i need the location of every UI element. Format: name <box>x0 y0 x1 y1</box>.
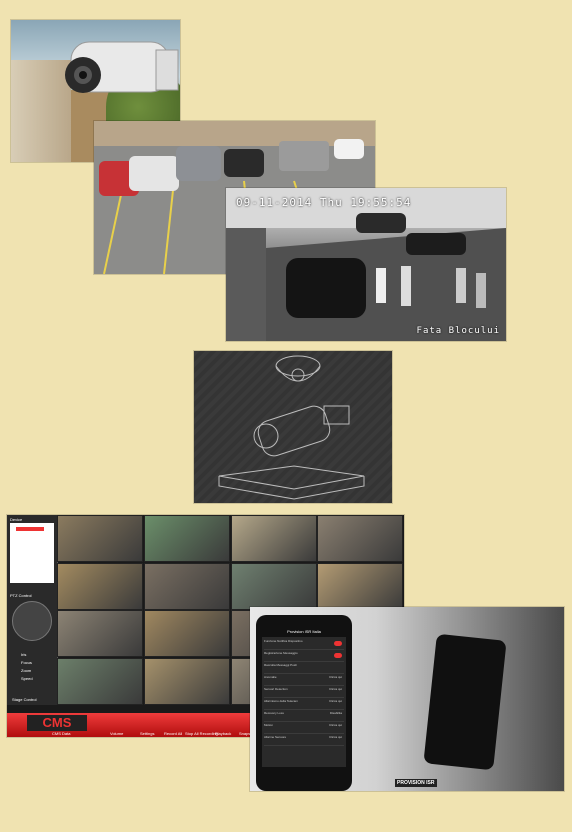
settings-value: Clicca qui <box>328 723 342 727</box>
settings-row[interactable]: Allarme Sensore Clicca qui <box>264 735 344 746</box>
toggle-switch[interactable] <box>334 653 342 658</box>
camera-tile[interactable] <box>143 562 230 610</box>
ptz-iris-label: Iris <box>21 652 27 657</box>
stage-control-button[interactable]: Stage Control <box>12 697 37 702</box>
cms-data-label: CMS Data <box>52 731 71 736</box>
street-scene <box>226 188 506 341</box>
mobile-app-panel: Provision ISR Italia Funzione Notifica D… <box>250 607 564 791</box>
settings-label: Allarme Sensore <box>264 735 287 739</box>
device-blueprint-panel <box>194 351 392 503</box>
settings-label: Anomalie <box>264 675 277 679</box>
osd-caption: Fata Blocului <box>416 326 500 336</box>
ptz-focus-label: Focus <box>21 660 32 665</box>
settings-value: Clicca qui <box>328 735 342 739</box>
camera-tile[interactable] <box>57 515 143 562</box>
device-tree-header: Device <box>10 517 23 522</box>
hand-held-phone <box>423 633 507 771</box>
playback-button[interactable]: Playback <box>215 731 232 736</box>
settings-row[interactable]: Allarmismo della Telecam Clicca qui <box>264 699 344 710</box>
settings-button[interactable]: Settings <box>140 731 155 736</box>
building-background <box>11 60 71 162</box>
settings-label: Recovery Loss <box>264 711 284 715</box>
osd-datetime: 09-11-2014 Thu 19:55:54 <box>236 196 412 209</box>
ptz-joystick[interactable] <box>12 601 52 641</box>
settings-value: Clicca qui <box>328 699 342 703</box>
toggle-switch[interactable] <box>334 641 342 646</box>
street-cctv-panel: 09-11-2014 Thu 19:55:54 Fata Blocului <box>226 188 506 341</box>
blueprint-illustration <box>218 355 365 500</box>
settings-row[interactable]: Funzione Notifica Dispositivo <box>264 639 344 650</box>
settings-value: Clicca qui <box>328 687 342 691</box>
camera-tile[interactable] <box>317 562 404 610</box>
camera-tile[interactable] <box>317 515 404 562</box>
snapshot-button[interactable]: Snapshot <box>239 731 256 736</box>
cms-left-pane: Device PTZ Control Iris Focus Zoom Speed… <box>7 515 58 705</box>
settings-row[interactable]: Sensori Detection Clicca qui <box>264 687 344 698</box>
settings-row[interactable]: Recovery Loss Disabilita <box>264 711 344 722</box>
settings-row[interactable]: Anomalie Clicca qui <box>264 675 344 686</box>
settings-label: Registrazione Messaggio <box>264 651 298 655</box>
settings-value: Clicca qui <box>328 675 342 679</box>
ptz-zoom-label: Zoom <box>21 668 32 673</box>
camera-tile[interactable] <box>230 515 317 562</box>
settings-label: Sensori Detection <box>264 687 288 691</box>
camera-tile[interactable] <box>143 610 230 657</box>
settings-row[interactable]: Registrazione Messaggio <box>264 651 344 662</box>
camera-photo-panel <box>11 20 180 162</box>
settings-row[interactable]: Motion Clicca qui <box>264 723 344 734</box>
camera-tile[interactable] <box>57 610 143 657</box>
settings-label: Allarmismo della Telecam <box>264 699 298 703</box>
device-tree[interactable] <box>10 523 54 583</box>
record-all-button[interactable]: Record All <box>164 731 183 736</box>
volume-button[interactable]: Volume <box>110 731 124 736</box>
settings-label: Motion <box>264 723 274 727</box>
app-title: Provision ISR Italia <box>262 627 346 637</box>
brand-logo: PROVISION ISR <box>395 779 437 787</box>
stop-recording-button[interactable]: Stop All Recording <box>185 731 218 736</box>
selected-device[interactable] <box>16 527 44 531</box>
ptz-header: PTZ Control <box>10 593 32 598</box>
settings-value: Disabilita <box>329 711 342 715</box>
bullet-camera-icon <box>65 41 179 93</box>
settings-label: Funzione Notifica Dispositivo <box>264 639 303 643</box>
settings-label: Raccolta Messaggi Push <box>264 663 298 667</box>
settings-row[interactable]: Raccolta Messaggi Push <box>264 663 344 674</box>
cms-logo: CMS <box>27 715 87 731</box>
camera-tile[interactable] <box>57 657 143 705</box>
app-screen: Provision ISR Italia Funzione Notifica D… <box>262 627 346 767</box>
ptz-speed-label: Speed <box>21 676 33 681</box>
camera-tile[interactable] <box>143 515 230 562</box>
camera-tile[interactable] <box>143 657 230 705</box>
camera-tile[interactable] <box>57 562 143 610</box>
camera-tile[interactable] <box>230 562 317 610</box>
